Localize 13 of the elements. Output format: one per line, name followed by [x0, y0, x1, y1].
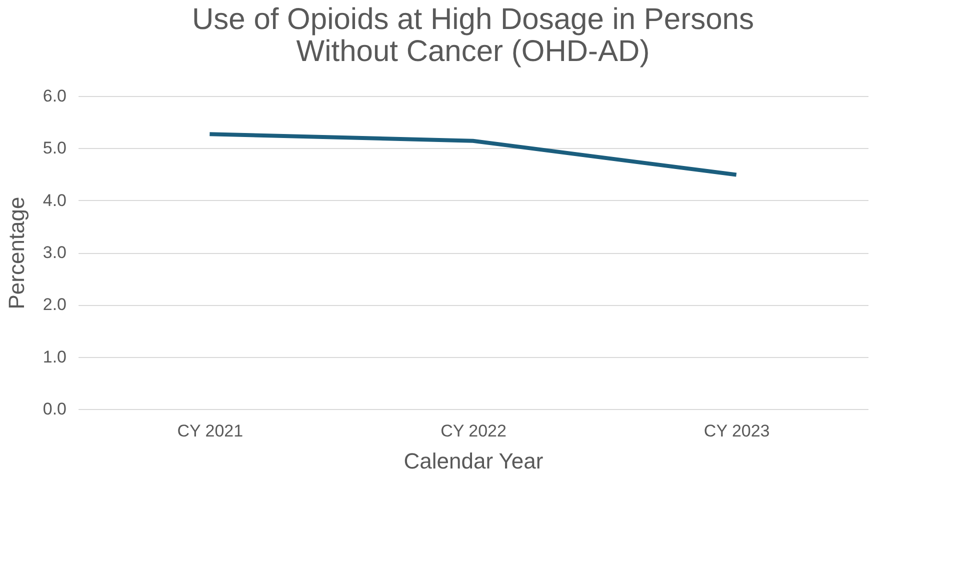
x-tick-label: CY 2023 [704, 422, 770, 440]
x-axis-title: Calendar Year [404, 448, 544, 474]
y-tick-label: 6.0 [42, 86, 66, 106]
y-tick-label: 5.0 [42, 138, 66, 158]
x-tick-label: CY 2021 [177, 422, 244, 440]
y-tick-label: 3.0 [42, 243, 66, 262]
y-tick-label: 0.0 [42, 400, 66, 418]
chart-title: Use of Opioids at High Dosage in Persons Without Cancer (OHD-AD) [192, 3, 754, 68]
y-tick-label: 2.0 [42, 295, 66, 314]
y-tick-label: 1.0 [42, 347, 66, 366]
x-tick-label: CY 2022 [440, 422, 506, 440]
y-tick-label: 4.0 [42, 190, 66, 210]
y-axis-title: Percentage [4, 196, 29, 310]
